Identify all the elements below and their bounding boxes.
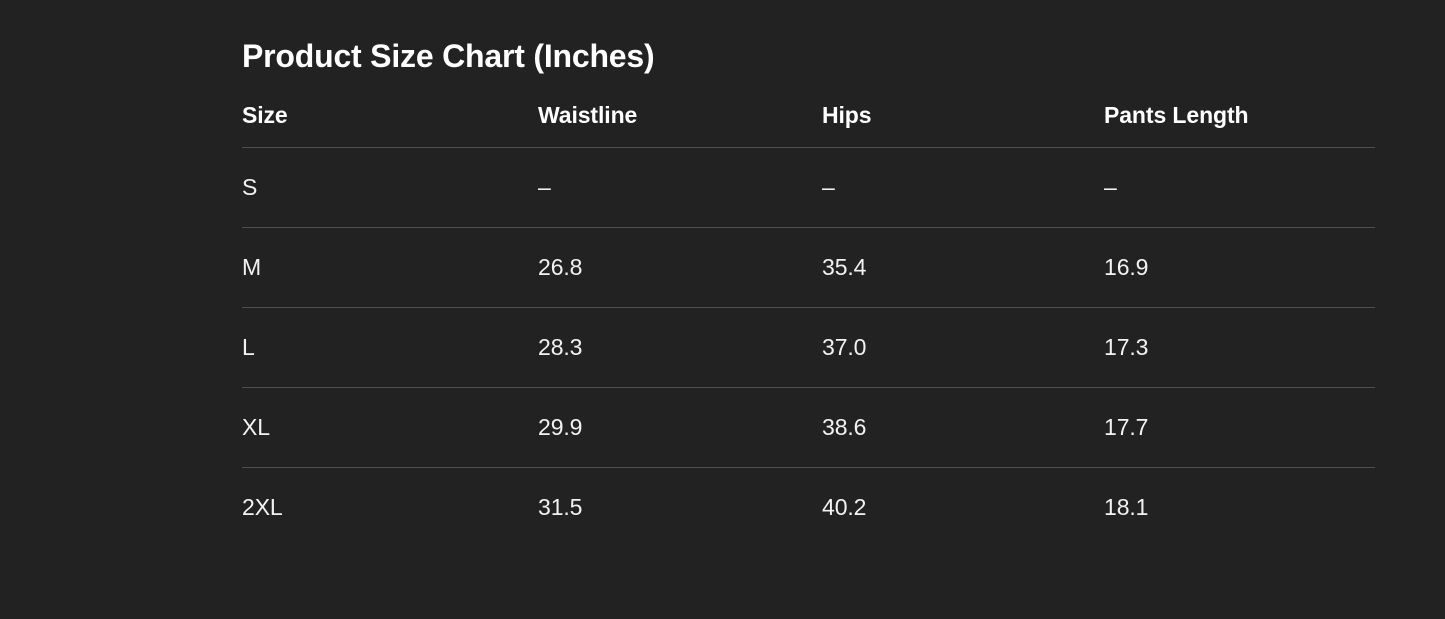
table-row: L 28.3 37.0 17.3 <box>242 307 1375 388</box>
cell-size: S <box>242 147 538 228</box>
cell-hips: 38.6 <box>822 387 1104 468</box>
cell-waistline: 26.8 <box>538 227 822 308</box>
cell-pants-length: 17.7 <box>1104 387 1375 468</box>
table-row: XL 29.9 38.6 17.7 <box>242 387 1375 468</box>
cell-pants-length: 17.3 <box>1104 307 1375 388</box>
cell-waistline: – <box>538 147 822 228</box>
cell-pants-length: 16.9 <box>1104 227 1375 308</box>
cell-pants-length: 18.1 <box>1104 494 1149 520</box>
cell-size: 2XL <box>242 494 283 520</box>
cell-hips: – <box>822 147 1104 228</box>
cell-hips: 37.0 <box>822 307 1104 388</box>
column-header-size: Size <box>242 102 538 148</box>
table-header: Size Waistline Hips Pants Length <box>242 102 1375 148</box>
cell-size: XL <box>242 387 538 468</box>
table-row: M 26.8 35.4 16.9 <box>242 227 1375 308</box>
column-header-waistline: Waistline <box>538 102 822 148</box>
product-size-chart: Product Size Chart (Inches) Size Waistli… <box>242 36 1375 547</box>
cell-hips: 35.4 <box>822 227 1104 308</box>
cell-pants-length: – <box>1104 147 1375 228</box>
cell-waistline: 29.9 <box>538 387 822 468</box>
page-title: Product Size Chart (Inches) <box>242 38 655 74</box>
table-row: 2XL 31.5 40.2 18.1 <box>242 468 1375 548</box>
size-chart-table: Size Waistline Hips Pants Length S – – –… <box>242 102 1375 547</box>
cell-waistline: 31.5 <box>538 494 583 520</box>
cell-size: L <box>242 307 538 388</box>
table-header-row: Size Waistline Hips Pants Length <box>242 102 1375 148</box>
table-row: S – – – <box>242 147 1375 228</box>
column-header-pants-length: Pants Length <box>1104 102 1375 148</box>
cell-waistline: 28.3 <box>538 307 822 388</box>
cell-hips: 40.2 <box>822 494 867 520</box>
cell-size: M <box>242 227 538 308</box>
table-body: S – – – M 26.8 35.4 16.9 L 28.3 37.0 17.… <box>242 147 1375 548</box>
column-header-hips: Hips <box>822 102 1104 148</box>
